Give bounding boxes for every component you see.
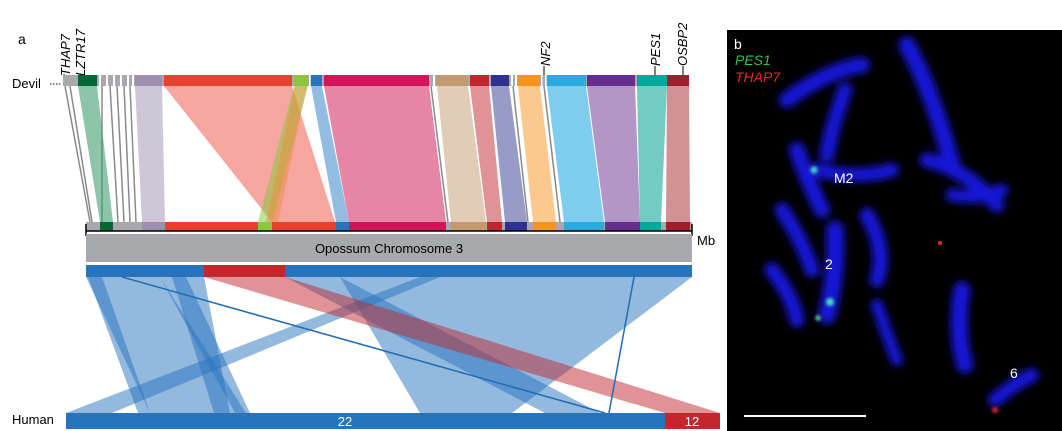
pes1-signal-c2b	[815, 315, 821, 321]
devil-label: Devil	[12, 76, 41, 91]
opossum-chromosome-bar	[86, 234, 692, 262]
opossum-human-ribbons	[66, 276, 720, 414]
gene-label-osbp2: OSBP2	[675, 22, 690, 66]
devil-opossum-ribbons	[64, 85, 690, 223]
chromosome-label-2: 2	[825, 256, 833, 272]
human-chr12-label: 12	[685, 414, 699, 429]
panel-a-label: a	[18, 31, 26, 47]
gene-label-pes1: PES1	[648, 33, 663, 66]
legend-pes1: PES1	[735, 52, 771, 68]
gene-label-nf2: NF2	[538, 41, 553, 66]
legend-thap7: THAP7	[735, 69, 781, 85]
opossum-human-strip	[86, 265, 692, 277]
thap7-signal-c6	[992, 407, 998, 413]
gene-label-thap7: THAP7	[58, 33, 73, 76]
thap7-signal-free	[938, 241, 942, 245]
ruler-unit: Mb	[697, 233, 715, 248]
human-chr12-bar	[665, 413, 720, 429]
opossum-colored-strip	[86, 222, 692, 231]
fish-image-panel-b: b PES1 THAP7 M2 2 6	[727, 30, 1062, 431]
gene-label-lztr17: LZTR17	[73, 28, 88, 76]
fish-image	[727, 30, 1062, 431]
synteny-panel-a: a Devil THAP7 LZTR17 NF2 PES1 OSBP2	[12, 22, 720, 429]
human-chr22-label: 22	[338, 414, 352, 429]
dapi-chromosomes	[764, 36, 1039, 407]
pes1-signal-m2	[810, 166, 818, 174]
chromosome-label-6: 6	[1010, 365, 1018, 381]
panel-b-label: b	[734, 36, 742, 52]
devil-chromosome-bar	[63, 75, 689, 86]
human-chr22-bar	[66, 413, 665, 429]
chromosome-label-m2: M2	[834, 170, 854, 186]
opossum-chromosome-label: Opossum Chromosome 3	[315, 241, 463, 256]
human-label: Human	[12, 412, 54, 427]
pes1-signal-c2	[826, 298, 834, 306]
